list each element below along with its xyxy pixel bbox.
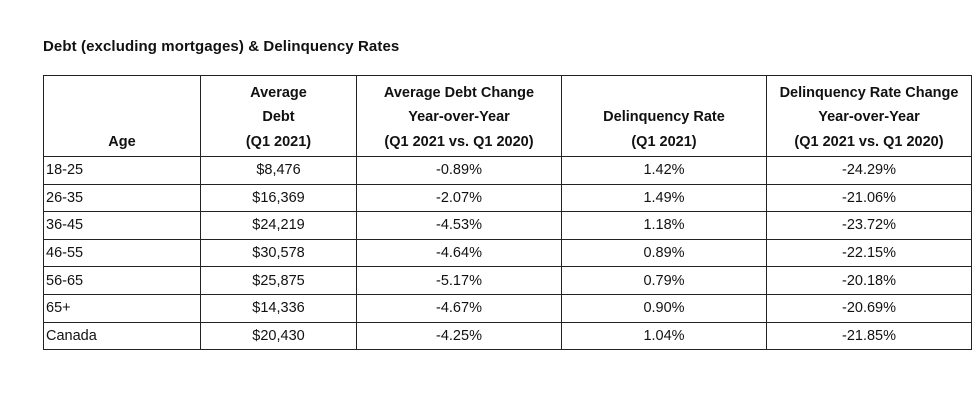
age-cell: Canada	[43, 321, 201, 351]
delinquency-rate-cell: 0.79%	[561, 266, 767, 295]
average-debt-cell: $30,578	[200, 238, 357, 268]
average-debt-cell: $24,219	[200, 211, 357, 240]
header-delinquency-rate-change-line-3: (Q1 2021 vs. Q1 2020)	[794, 133, 944, 150]
header-delinquency-rate-change-line-2: Year-over-Year	[818, 109, 920, 125]
average-debt-change-cell: -4.25%	[356, 321, 562, 351]
average-debt-change-cell: -4.64%	[356, 238, 562, 268]
delinquency-rate-cell: 0.90%	[561, 293, 767, 323]
delinquency-rate-cell: 1.04%	[561, 321, 767, 351]
header-average-debt-change-line-2: Year-over-Year	[408, 109, 510, 125]
average-debt-cell: $8,476	[200, 156, 357, 185]
age-cell: 46-55	[43, 238, 201, 268]
average-debt-cell: $14,336	[200, 293, 357, 323]
delinquency-rate-change-cell: -20.69%	[766, 293, 972, 323]
header-average-debt-change: Average Debt Change Year-over-Year (Q1 2…	[356, 75, 562, 157]
header-row: Age Average Debt (Q1 2021) Average Debt …	[43, 75, 972, 157]
delinquency-rate-cell: 0.89%	[561, 238, 767, 268]
debt-delinquency-table: Age Average Debt (Q1 2021) Average Debt …	[43, 75, 972, 351]
table-row: 36-45 $24,219 -4.53% 1.18% -23.72%	[43, 211, 972, 240]
age-cell: 26-35	[43, 183, 201, 213]
average-debt-change-cell: -4.53%	[356, 211, 562, 240]
table-row: 18-25 $8,476 -0.89% 1.42% -24.29%	[43, 156, 972, 185]
delinquency-rate-change-cell: -20.18%	[766, 266, 972, 295]
age-cell: 18-25	[43, 156, 201, 185]
header-delinquency-rate-line-1: Delinquency Rate	[603, 109, 725, 125]
delinquency-rate-change-cell: -21.06%	[766, 183, 972, 213]
header-delinquency-rate-change-line-1: Delinquency Rate Change	[779, 84, 959, 101]
header-average-debt-change-line-3: (Q1 2021 vs. Q1 2020)	[384, 133, 534, 150]
average-debt-cell: $16,369	[200, 183, 357, 213]
header-delinquency-rate-line-2: (Q1 2021)	[631, 133, 697, 150]
header-average-debt-line-3: (Q1 2021)	[245, 133, 312, 150]
table-row: 46-55 $30,578 -4.64% 0.89% -22.15%	[43, 238, 972, 268]
header-average-debt: Average Debt (Q1 2021)	[200, 75, 357, 157]
table-row-total: Canada $20,430 -4.25% 1.04% -21.85%	[43, 321, 972, 351]
header-average-debt-change-line-1: Average Debt Change	[383, 84, 535, 101]
header-age: Age	[43, 75, 201, 157]
table-row: 56-65 $25,875 -5.17% 0.79% -20.18%	[43, 266, 972, 295]
age-cell: 36-45	[43, 211, 201, 240]
header-average-debt-line-2: Debt	[262, 109, 295, 125]
table-row: 65+ $14,336 -4.67% 0.90% -20.69%	[43, 293, 972, 323]
delinquency-rate-change-cell: -23.72%	[766, 211, 972, 240]
average-debt-change-cell: -2.07%	[356, 183, 562, 213]
average-debt-change-cell: -5.17%	[356, 266, 562, 295]
delinquency-rate-cell: 1.42%	[561, 156, 767, 185]
header-average-debt-line-1: Average	[250, 84, 307, 101]
table-row: 26-35 $16,369 -2.07% 1.49% -21.06%	[43, 183, 972, 213]
average-debt-cell: $20,430	[200, 321, 357, 351]
table-title: Debt (excluding mortgages) & Delinquency…	[43, 38, 400, 55]
age-cell: 56-65	[43, 266, 201, 295]
delinquency-rate-change-cell: -21.85%	[766, 321, 972, 351]
age-cell: 65+	[43, 293, 201, 323]
delinquency-rate-cell: 1.49%	[561, 183, 767, 213]
delinquency-rate-change-cell: -24.29%	[766, 156, 972, 185]
header-age-line: Age	[108, 133, 136, 150]
average-debt-change-cell: -4.67%	[356, 293, 562, 323]
average-debt-change-cell: -0.89%	[356, 156, 562, 185]
header-delinquency-rate: Delinquency Rate (Q1 2021)	[561, 75, 767, 157]
delinquency-rate-change-cell: -22.15%	[766, 238, 972, 268]
header-delinquency-rate-change: Delinquency Rate Change Year-over-Year (…	[766, 75, 972, 157]
average-debt-cell: $25,875	[200, 266, 357, 295]
delinquency-rate-cell: 1.18%	[561, 211, 767, 240]
